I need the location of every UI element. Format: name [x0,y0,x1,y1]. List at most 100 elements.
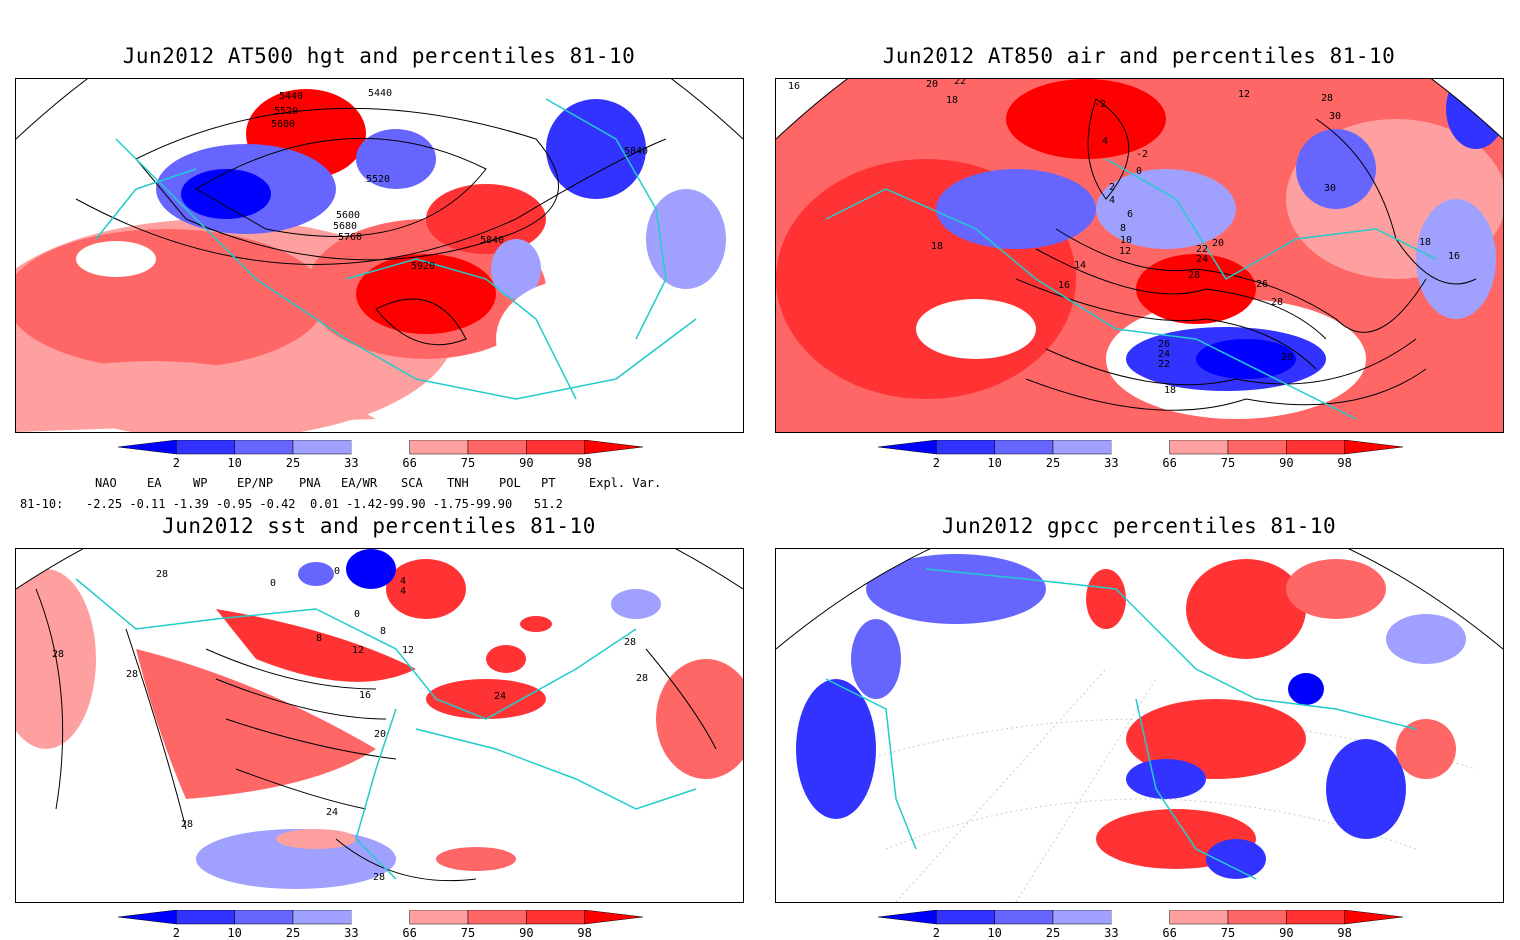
colorbar-segment [409,909,469,925]
colorbar-tick-label: 10 [987,456,1002,470]
colorbar-tick-label: 10 [987,926,1002,940]
panel-title-hgt: Jun2012 AT500 hgt and percentiles 81-10 [122,44,636,68]
contour-label: 5440 [368,88,392,99]
panel-title-gpcc: Jun2012 gpcc percentiles 81-10 [941,514,1337,538]
colorbar-tick-label: 90 [1279,456,1294,470]
colorbar-tick-label: 90 [519,926,534,940]
colorbar-segment [176,439,235,455]
svg-text:0: 0 [354,609,360,620]
colorbar-segment [292,439,352,455]
svg-text:12: 12 [1238,89,1250,100]
colorbar-segment [1286,909,1345,925]
colorbar-tick-label: 2 [932,456,940,470]
colorbar-tick-label: 10 [227,926,242,940]
colorbar-tick-label: 75 [1220,456,1236,470]
colorbar-tick-label: 98 [1337,926,1352,940]
colorbar-tick-label: 2 [932,926,940,940]
svg-text:24: 24 [1158,349,1170,360]
svg-text:30: 30 [1329,111,1341,122]
colorbar-segment [1169,439,1229,455]
svg-text:0: 0 [1136,166,1142,177]
contour-label: 5680 [333,221,357,232]
map-air: 16 20 22 18 -2 12 28 30 4 -2 0 2 4 6 8 1… [776,79,1503,432]
svg-text:16: 16 [788,81,800,92]
svg-text:16: 16 [1058,280,1070,291]
colorbar-arrow-high [584,439,644,455]
index-epnp: EP/NP [237,476,274,490]
colorbar-arrow-high [584,909,644,925]
svg-text:4: 4 [1109,195,1115,206]
map-panel-gpcc [775,548,1504,903]
colorbar-segment [526,439,585,455]
svg-text:22: 22 [1196,244,1208,255]
colorbar-segment [176,909,235,925]
contour-label: 5920 [411,261,435,272]
contour-label: 5600 [336,210,360,221]
svg-text:18: 18 [1164,385,1176,396]
svg-text:20: 20 [374,729,386,740]
colorbar-svg [877,439,1404,455]
contour-labels-sst: 28 0 0 4 0 4 8 8 12 12 28 28 16 20 24 28… [52,566,648,883]
svg-text:20: 20 [1281,352,1293,363]
svg-text:14: 14 [1074,260,1086,271]
colorbar-tick-label: 66 [402,926,417,940]
index-tnh: TNH [447,476,469,490]
colorbar-arrow-low [117,909,177,925]
colorbar-segment [994,909,1054,925]
index-pt: PT [541,476,556,490]
colorbar-arrow-high [1344,909,1404,925]
map-panel-air: 16 20 22 18 -2 12 28 30 4 -2 0 2 4 6 8 1… [775,78,1504,433]
colorbar-segment [1169,909,1229,925]
colorbar-tick-label: 33 [344,456,359,470]
svg-text:26: 26 [1158,339,1170,350]
svg-text:24: 24 [326,807,338,818]
colorbar-tick-label: 10 [227,456,242,470]
svg-text:28: 28 [156,569,168,580]
colorbar-segment [351,910,410,924]
colorbar-tick-label: 66 [1162,926,1177,940]
indices-values: -2.25 -0.11 -1.39 -0.95 -0.42 0.01 -1.42… [86,497,563,511]
panel-title-air: Jun2012 AT850 air and percentiles 81-10 [882,44,1396,68]
svg-text:16: 16 [1448,251,1460,262]
index-ea: EA [147,476,162,490]
svg-text:22: 22 [954,79,966,87]
colorbar-segment [994,439,1054,455]
map-panel-hgt: 5440 5520 5600 5440 5840 5520 5600 5680 … [15,78,744,433]
colorbar-tick-label: 98 [1337,456,1352,470]
svg-text:20: 20 [926,79,938,90]
svg-text:12: 12 [352,645,364,656]
svg-text:28: 28 [373,872,385,883]
colorbar-segment [936,439,995,455]
svg-text:4: 4 [400,576,406,587]
colorbar-tick-label: 98 [577,926,592,940]
index-pna: PNA [299,476,321,490]
colorbar-segment [351,440,410,454]
svg-text:0: 0 [270,578,276,589]
colorbar-arrow-low [877,439,937,455]
panel-title-sst: Jun2012 sst and percentiles 81-10 [162,514,596,538]
map-sst: 28 0 0 4 0 4 8 8 12 12 28 28 16 20 24 28… [16,549,743,902]
colorbar-air: 2 10 25 33 66 75 90 98 [877,439,1404,474]
contour-label: 5840 [624,146,648,157]
svg-text:28: 28 [1271,297,1283,308]
svg-text:8: 8 [380,626,386,637]
contour-label: 5520 [366,174,390,185]
colorbar-tick-label: 66 [402,456,417,470]
colorbar-segment [1227,439,1287,455]
svg-text:18: 18 [931,241,943,252]
colorbar-tick-label: 66 [1162,456,1177,470]
index-pol: POL [499,476,521,490]
colorbar-tick-label: 33 [1104,456,1119,470]
svg-text:28: 28 [1321,93,1333,104]
index-wp: WP [193,476,208,490]
colorbar-tick-label: 25 [1045,926,1061,940]
colorbar-svg [877,909,1404,925]
colorbar-svg [117,439,644,455]
svg-text:28: 28 [181,819,193,830]
svg-text:12: 12 [402,645,414,656]
svg-text:-2: -2 [1136,149,1148,160]
colorbar-tick-label: 98 [577,456,592,470]
colorbar-segment [234,909,294,925]
colorbar-tick-label: 90 [1279,926,1294,940]
svg-text:28: 28 [52,649,64,660]
